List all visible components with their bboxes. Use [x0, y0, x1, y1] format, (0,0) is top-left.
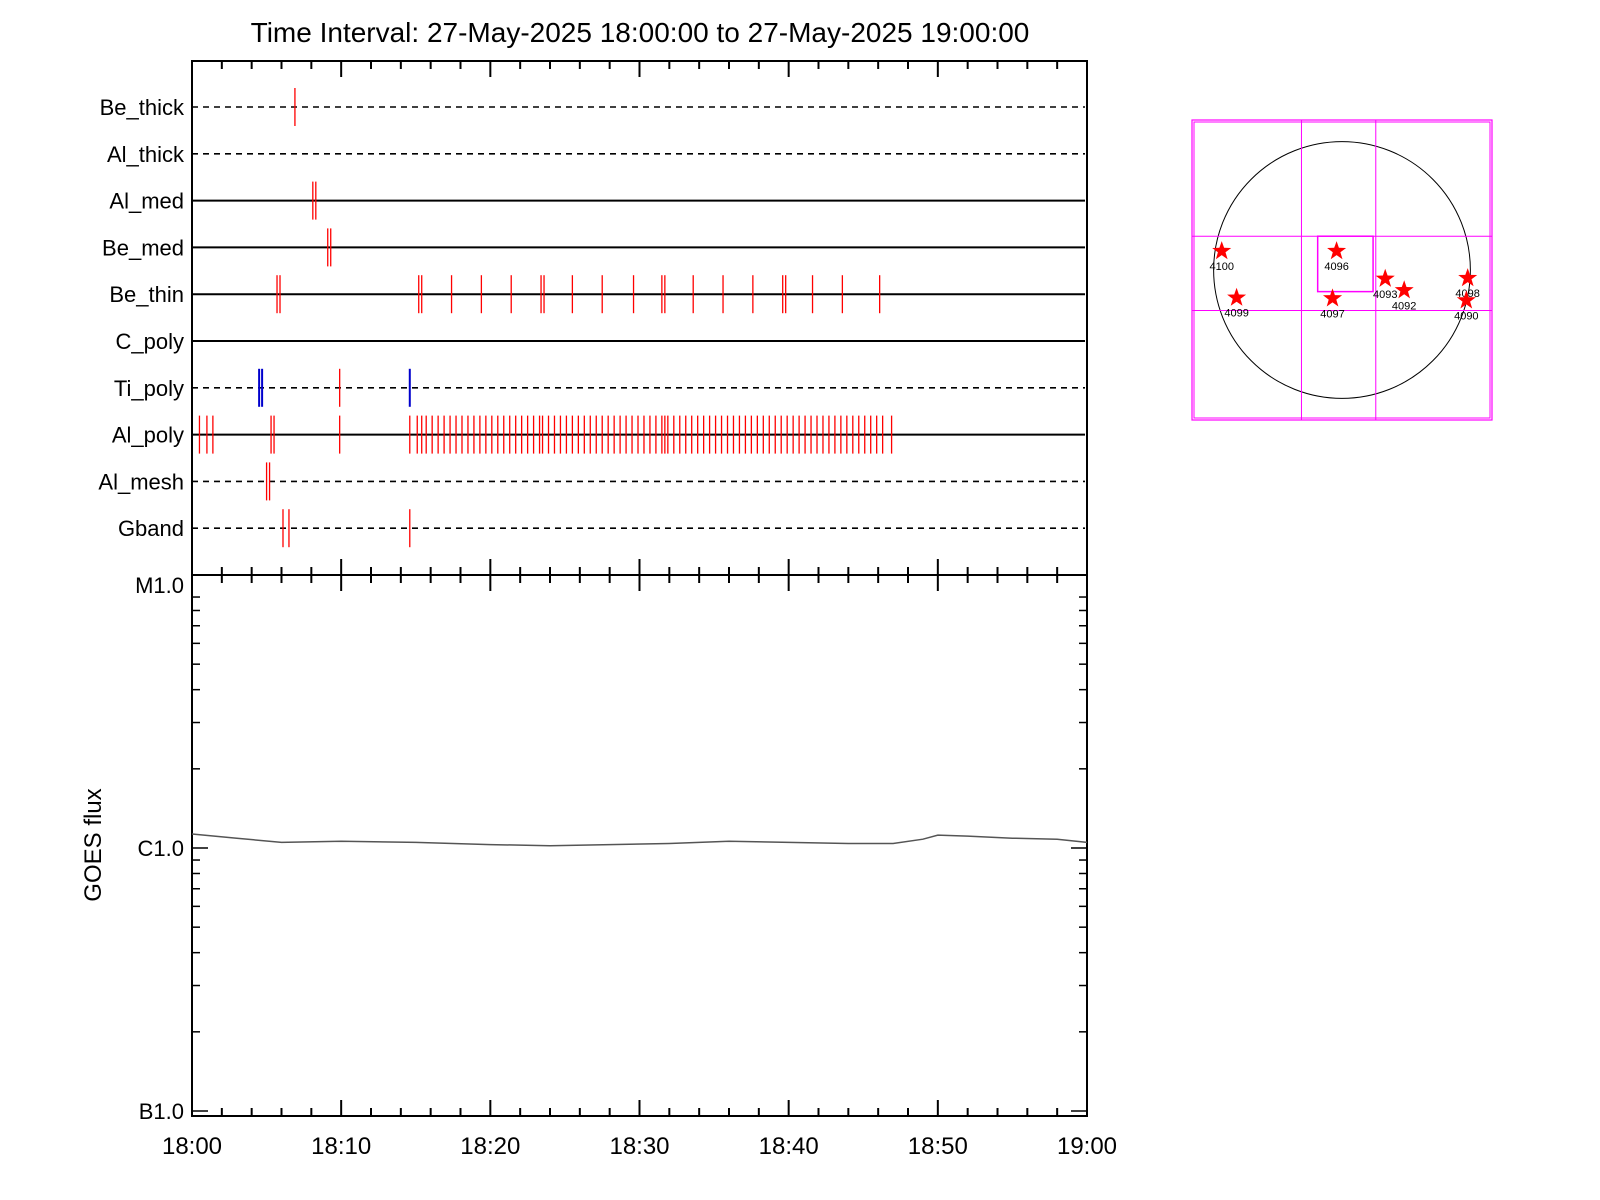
row-label-al-thick: Al_thick [107, 142, 185, 167]
x-tick-label: 18:40 [759, 1133, 819, 1160]
active-region-star [1375, 268, 1395, 287]
active-region-star [1212, 241, 1232, 260]
row-label-al-poly: Al_poly [112, 423, 184, 448]
active-region-label: 4097 [1320, 308, 1344, 320]
goes-frame [191, 574, 1088, 1117]
active-region-label: 4100 [1209, 261, 1233, 273]
goes-flux-panel: 18:00 18:10 18:20 18:30 18:40 18:50 19:00 M1.0 C… [80, 573, 1117, 1160]
active-region-label: 4099 [1224, 308, 1248, 320]
y-tick-label: B1.0 [139, 1099, 184, 1124]
timeline-frame [191, 60, 1088, 576]
row-label-c-poly: C_poly [116, 329, 184, 354]
active-region-star [1227, 287, 1247, 306]
row-label-gband: Gband [118, 516, 184, 541]
fov-outer-box [1191, 119, 1493, 421]
active-region-label: 4092 [1392, 300, 1416, 312]
active-region-label: 4090 [1454, 310, 1478, 322]
active-region-star [1394, 280, 1414, 299]
x-tick-label: 18:30 [609, 1133, 669, 1160]
active-region-star [1327, 241, 1347, 260]
x-tick-label: 18:10 [311, 1133, 371, 1160]
active-region-label: 4093 [1373, 289, 1397, 301]
active-region-star [1456, 290, 1476, 309]
x-tick-label: 18:50 [908, 1133, 968, 1160]
active-region-star [1323, 288, 1343, 307]
fov-inner-box [1193, 121, 1491, 419]
fov-target-box [1316, 235, 1374, 293]
solar-disk [1213, 141, 1471, 399]
row-label-be-thick: Be_thick [100, 95, 185, 120]
row-label-ti-poly: Ti_poly [114, 376, 184, 401]
y-tick-label: C1.0 [138, 836, 184, 861]
x-tick-label: 18:00 [162, 1133, 222, 1160]
y-axis-label: GOES flux [80, 788, 107, 901]
instrument-timeline-panel: Be_thick Al_thick Al_med Be_med Be_thin C_pol… [98, 60, 1088, 576]
row-label-al-mesh: Al_mesh [98, 469, 184, 494]
active-region-label: 4098 [1455, 288, 1479, 300]
y-tick-label: M1.0 [135, 573, 184, 598]
chart-title: Time Interval: 27-May-2025 18:00:00 to 2… [251, 17, 1030, 48]
row-label-al-med: Al_med [109, 189, 184, 214]
row-label-be-thin: Be_thin [109, 282, 184, 307]
row-label-be-med: Be_med [102, 235, 184, 260]
x-tick-label: 18:20 [460, 1133, 520, 1160]
active-region-label: 4096 [1324, 261, 1348, 273]
active-region-star [1458, 268, 1478, 287]
x-tick-label: 19:00 [1057, 1133, 1117, 1160]
goes-flux-line [191, 833, 1088, 847]
